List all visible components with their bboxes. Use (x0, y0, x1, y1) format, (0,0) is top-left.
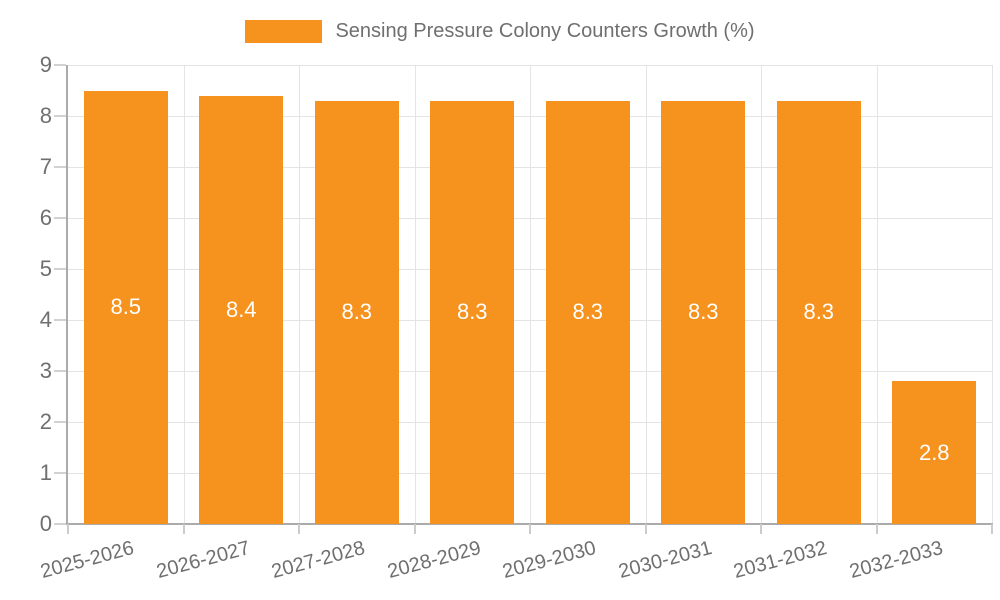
bar[interactable]: 2.8 (892, 381, 977, 524)
y-axis-tick-label: 7 (39, 154, 52, 179)
y-tick-mark (54, 217, 66, 219)
y-tick-mark (54, 166, 66, 168)
bar-value-label: 8.3 (456, 299, 488, 325)
x-axis-label: 2028-2029 (384, 537, 483, 584)
bar-value-label: 8.3 (341, 299, 373, 325)
bar-value-label: 8.3 (572, 299, 604, 325)
x-axis-label: 2025-2026 (38, 537, 137, 584)
y-tick-mark (54, 421, 66, 423)
y-tick-mark (54, 319, 66, 321)
x-tick-mark (529, 524, 531, 534)
x-axis-label: 2029-2030 (500, 537, 599, 584)
y-axis-tick-label: 8 (39, 103, 52, 128)
y-axis-tick-label: 3 (39, 358, 52, 383)
x-axis-label: 2027-2028 (269, 537, 368, 584)
y-tick-mark (54, 523, 66, 525)
bar-value-label: 8.3 (687, 299, 719, 325)
x-tick-mark (644, 524, 647, 534)
legend-item[interactable]: Sensing Pressure Colony Counters Growth … (245, 20, 755, 43)
bar[interactable]: 8.5 (83, 90, 168, 524)
bar[interactable]: 8.3 (661, 100, 746, 524)
y-axis-tick-label: 6 (39, 205, 52, 230)
bar[interactable]: 8.3 (776, 100, 861, 524)
bar-value-label: 2.8 (918, 439, 950, 465)
y-axis-tick-label: 1 (39, 460, 52, 485)
y-tick-mark (54, 370, 66, 372)
y-axis-tick-label: 2 (39, 409, 52, 434)
bar-value-label: 8.5 (110, 294, 142, 320)
y-tick-mark (54, 64, 66, 66)
x-tick-mark (760, 524, 762, 534)
y-axis-tick-label: 5 (39, 256, 52, 281)
x-tick-mark (991, 524, 993, 534)
legend-label: Sensing Pressure Colony Counters Growth … (335, 20, 755, 42)
v-gridline (992, 65, 993, 524)
x-axis-label: 2032-2033 (846, 537, 945, 584)
v-gridline (761, 65, 762, 524)
bar[interactable]: 8.3 (314, 100, 399, 524)
y-tick-mark (54, 268, 66, 270)
x-axis-label: 2026-2027 (153, 537, 252, 584)
bar[interactable]: 8.3 (545, 100, 630, 524)
v-gridline (183, 65, 185, 524)
bar-value-label: 8.3 (803, 299, 835, 325)
y-tick-mark (54, 472, 66, 474)
x-tick-mark (298, 524, 300, 534)
x-axis-label: 2031-2032 (731, 537, 830, 584)
v-gridline (876, 65, 878, 524)
v-gridline (299, 65, 300, 524)
v-gridline (645, 65, 647, 524)
x-tick-mark (875, 524, 878, 534)
v-gridline (530, 65, 531, 524)
bar[interactable]: 8.3 (430, 100, 515, 524)
y-axis-tick-label: 9 (39, 52, 52, 77)
x-tick-mark (182, 524, 185, 534)
y-tick-mark (54, 115, 66, 117)
y-axis-tick-label: 0 (39, 511, 52, 536)
legend-swatch-icon (245, 20, 323, 43)
x-tick-mark (67, 524, 69, 534)
y-axis-line (66, 65, 68, 525)
bar-value-label: 8.4 (225, 296, 257, 322)
bar[interactable]: 8.4 (199, 95, 284, 524)
chart-legend: Sensing Pressure Colony Counters Growth … (0, 20, 1000, 43)
v-gridline (414, 65, 416, 524)
x-axis-label: 2030-2031 (615, 537, 714, 584)
y-axis-tick-label: 4 (39, 307, 52, 332)
x-tick-mark (413, 524, 416, 534)
